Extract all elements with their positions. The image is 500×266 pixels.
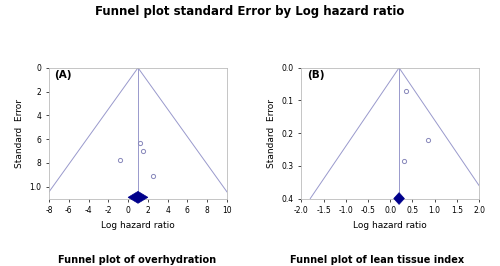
Text: (A): (A) — [54, 70, 72, 80]
X-axis label: Log hazard ratio: Log hazard ratio — [354, 221, 427, 230]
Polygon shape — [394, 193, 404, 204]
X-axis label: Log hazard ratio: Log hazard ratio — [101, 221, 175, 230]
Text: (B): (B) — [306, 70, 324, 80]
Text: Funnel plot of lean tissue index: Funnel plot of lean tissue index — [290, 255, 465, 265]
Y-axis label: Standard  Error: Standard Error — [267, 99, 276, 168]
Text: Funnel plot standard Error by Log hazard ratio: Funnel plot standard Error by Log hazard… — [96, 5, 405, 18]
Text: Funnel plot of overhydration: Funnel plot of overhydration — [58, 255, 216, 265]
Polygon shape — [128, 192, 148, 203]
Y-axis label: Standard  Error: Standard Error — [15, 99, 24, 168]
